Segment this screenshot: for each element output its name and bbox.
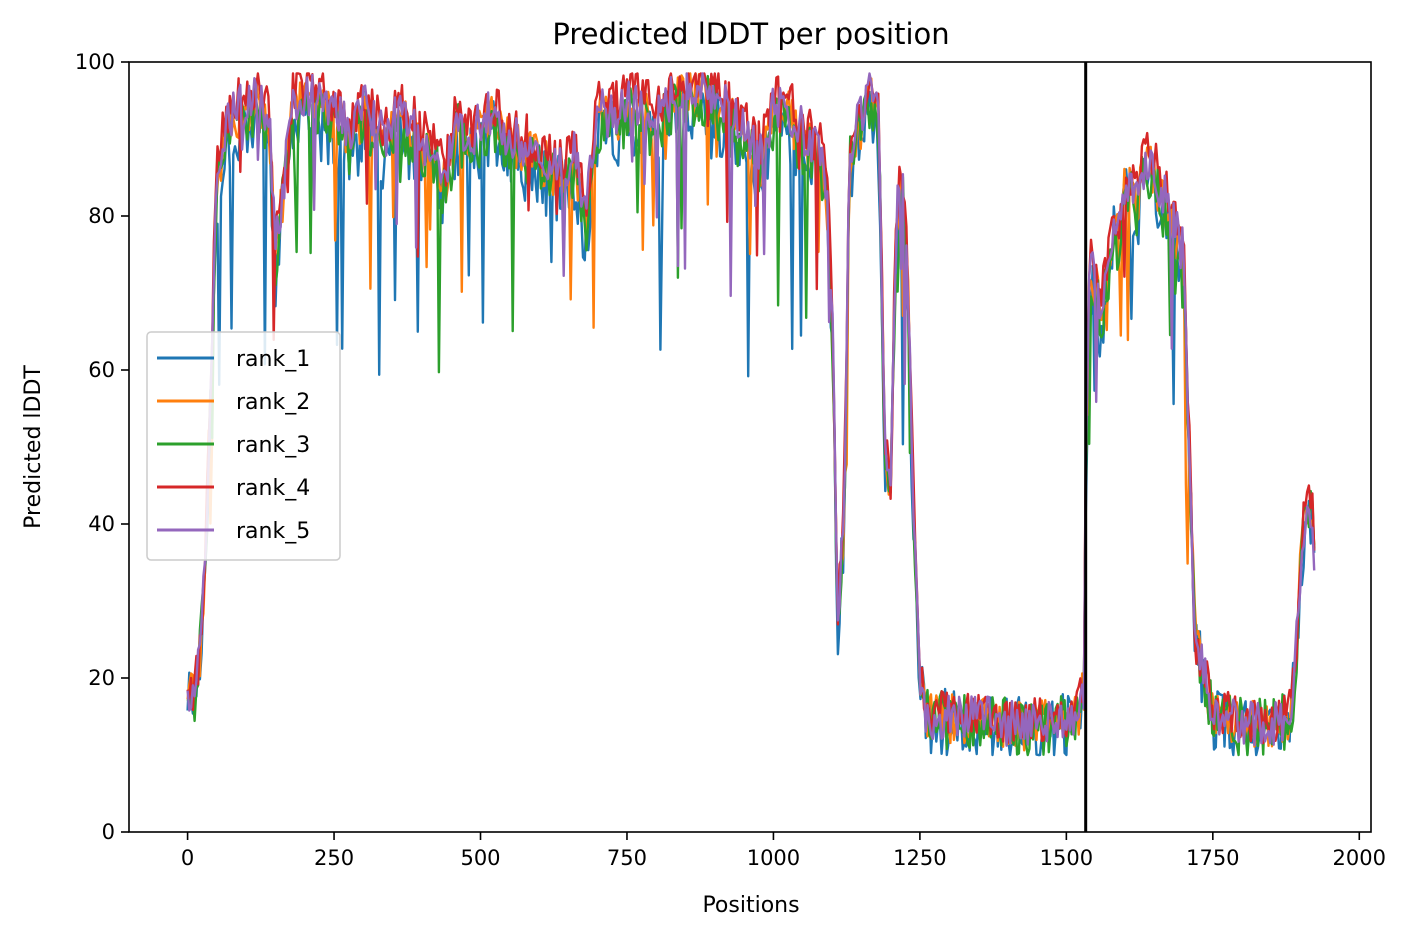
x-tick-label: 0 — [181, 846, 194, 870]
y-tick-label: 100 — [75, 50, 115, 74]
chart-title: Predicted lDDT per position — [552, 17, 949, 51]
y-axis-ticks: 0 20 40 60 80 100 — [75, 50, 129, 844]
y-tick-label: 60 — [88, 358, 115, 382]
x-axis-label: Positions — [702, 893, 799, 918]
plot-frame — [128, 61, 1372, 833]
x-tick-label: 750 — [607, 846, 647, 870]
y-axis-label: Predicted lDDT — [21, 365, 46, 529]
y-tick-label: 80 — [88, 204, 115, 228]
x-tick-label: 500 — [460, 846, 500, 870]
legend-label: rank_5 — [236, 519, 310, 544]
legend: rank_1 rank_2 rank_3 rank_4 rank_5 — [146, 331, 341, 561]
plot-lines — [186, 72, 1316, 757]
x-tick-label: 1000 — [747, 846, 800, 870]
x-tick-label: 2000 — [1333, 846, 1386, 870]
legend-box — [146, 331, 341, 561]
x-axis-ticks: 0 250 500 750 1000 1250 1500 1750 2000 — [181, 832, 1386, 870]
x-tick-label: 1750 — [1186, 846, 1239, 870]
legend-label: rank_3 — [236, 433, 310, 458]
legend-label: rank_1 — [236, 347, 310, 372]
y-tick-label: 0 — [102, 820, 115, 844]
x-tick-label: 250 — [314, 846, 354, 870]
y-tick-label: 40 — [88, 512, 115, 536]
x-tick-label: 1250 — [893, 846, 946, 870]
y-tick-label: 20 — [88, 666, 115, 690]
series-line-rank_5 — [186, 72, 1316, 747]
legend-label: rank_4 — [236, 476, 310, 501]
x-tick-label: 1500 — [1040, 846, 1093, 870]
legend-label: rank_2 — [236, 390, 310, 415]
